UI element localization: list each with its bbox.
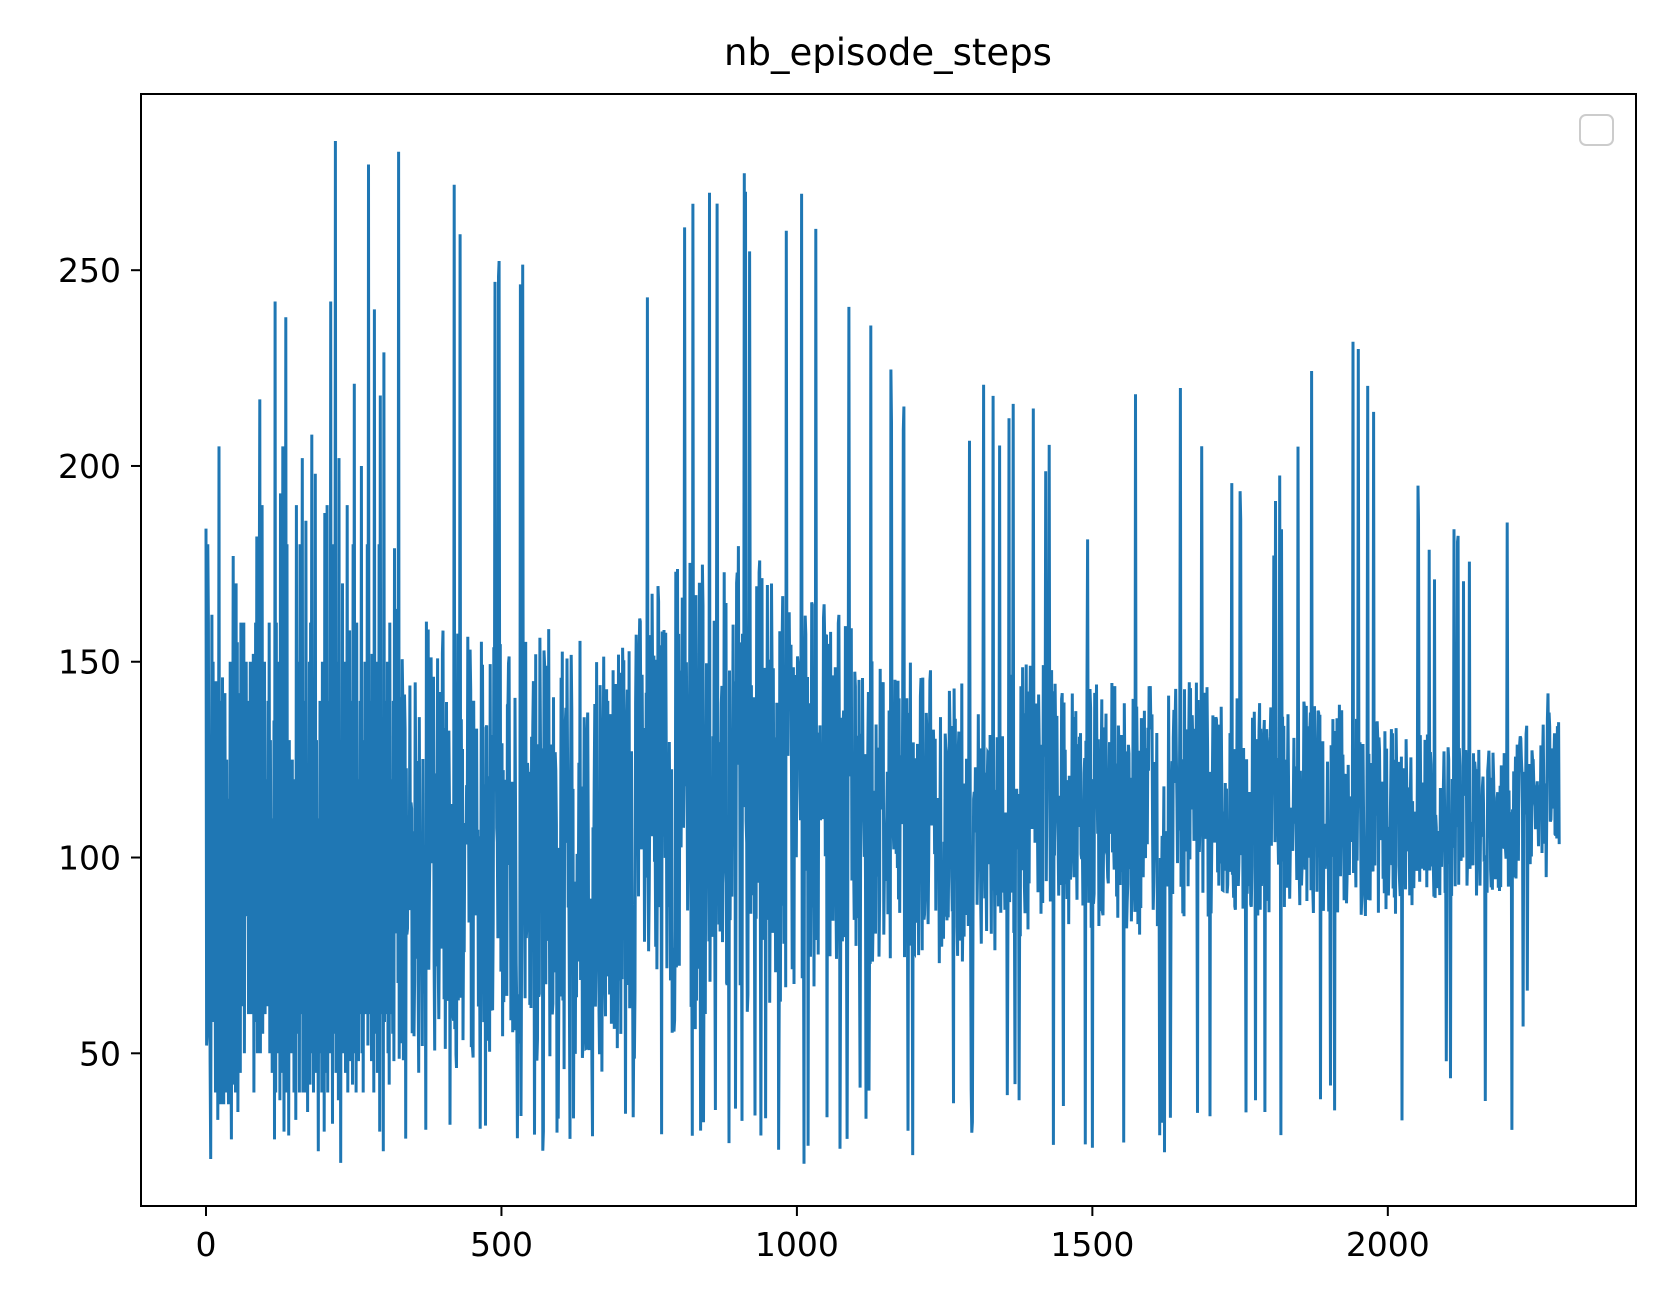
series-line [204, 140, 1561, 1164]
x-tick-label: 1000 [755, 1225, 839, 1264]
x-tick-label: 2000 [1346, 1225, 1430, 1264]
y-tick-label: 150 [58, 643, 121, 682]
y-axis: 50 100 150 200 250 [58, 251, 141, 1073]
y-tick-label: 200 [58, 447, 121, 486]
x-tick-label: 500 [470, 1225, 533, 1264]
x-tick-label: 0 [196, 1225, 217, 1264]
chart-title: nb_episode_steps [724, 31, 1052, 74]
y-tick-label: 100 [58, 839, 121, 878]
series-layer [204, 140, 1561, 1164]
legend-box [1579, 114, 1614, 146]
y-tick-label: 250 [58, 251, 121, 290]
x-tick-label: 1500 [1050, 1225, 1134, 1264]
plot-background [141, 94, 1636, 1206]
x-axis: 0 500 1000 1500 2000 [196, 1206, 1430, 1264]
y-tick-label: 50 [79, 1034, 121, 1073]
axes-frame [140, 93, 1637, 1207]
